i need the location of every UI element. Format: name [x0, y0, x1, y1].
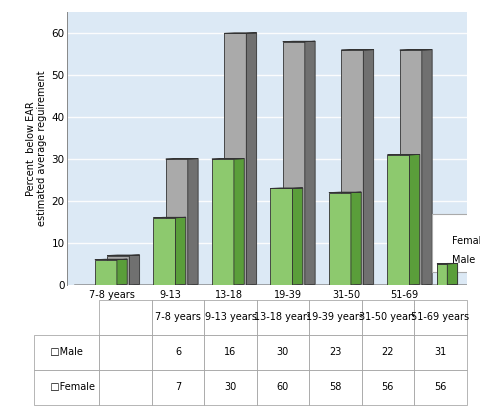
- Bar: [224, 33, 246, 285]
- Polygon shape: [117, 259, 127, 285]
- Bar: [35, 344, 38, 365]
- Polygon shape: [386, 154, 419, 155]
- Polygon shape: [446, 263, 456, 285]
- Polygon shape: [304, 41, 314, 285]
- Text: Female: Female: [451, 236, 480, 246]
- Bar: [436, 264, 446, 285]
- Polygon shape: [350, 192, 360, 285]
- Polygon shape: [187, 159, 198, 285]
- Polygon shape: [292, 188, 302, 285]
- Polygon shape: [233, 159, 244, 285]
- FancyBboxPatch shape: [431, 214, 480, 272]
- Bar: [386, 155, 408, 285]
- Y-axis label: Percent  below EAR
estimated average reguirement: Percent below EAR estimated average regu…: [25, 71, 47, 226]
- Polygon shape: [175, 217, 185, 285]
- Polygon shape: [421, 50, 431, 285]
- Bar: [282, 42, 304, 285]
- Polygon shape: [246, 33, 256, 285]
- Bar: [166, 159, 187, 285]
- Polygon shape: [436, 263, 456, 264]
- Polygon shape: [153, 217, 185, 218]
- Polygon shape: [362, 50, 373, 285]
- Bar: [107, 256, 129, 285]
- Polygon shape: [129, 255, 139, 285]
- Bar: [35, 379, 38, 399]
- Polygon shape: [107, 255, 139, 256]
- Bar: [436, 264, 446, 285]
- Text: Male: Male: [451, 255, 474, 265]
- Polygon shape: [408, 154, 419, 285]
- Bar: [95, 260, 117, 285]
- Bar: [328, 192, 350, 285]
- Bar: [399, 50, 421, 285]
- Bar: [341, 50, 362, 285]
- Polygon shape: [436, 263, 456, 264]
- Polygon shape: [95, 259, 127, 260]
- Polygon shape: [446, 263, 456, 285]
- Bar: [212, 159, 233, 285]
- Bar: [270, 188, 292, 285]
- Bar: [153, 218, 175, 285]
- Polygon shape: [282, 41, 314, 42]
